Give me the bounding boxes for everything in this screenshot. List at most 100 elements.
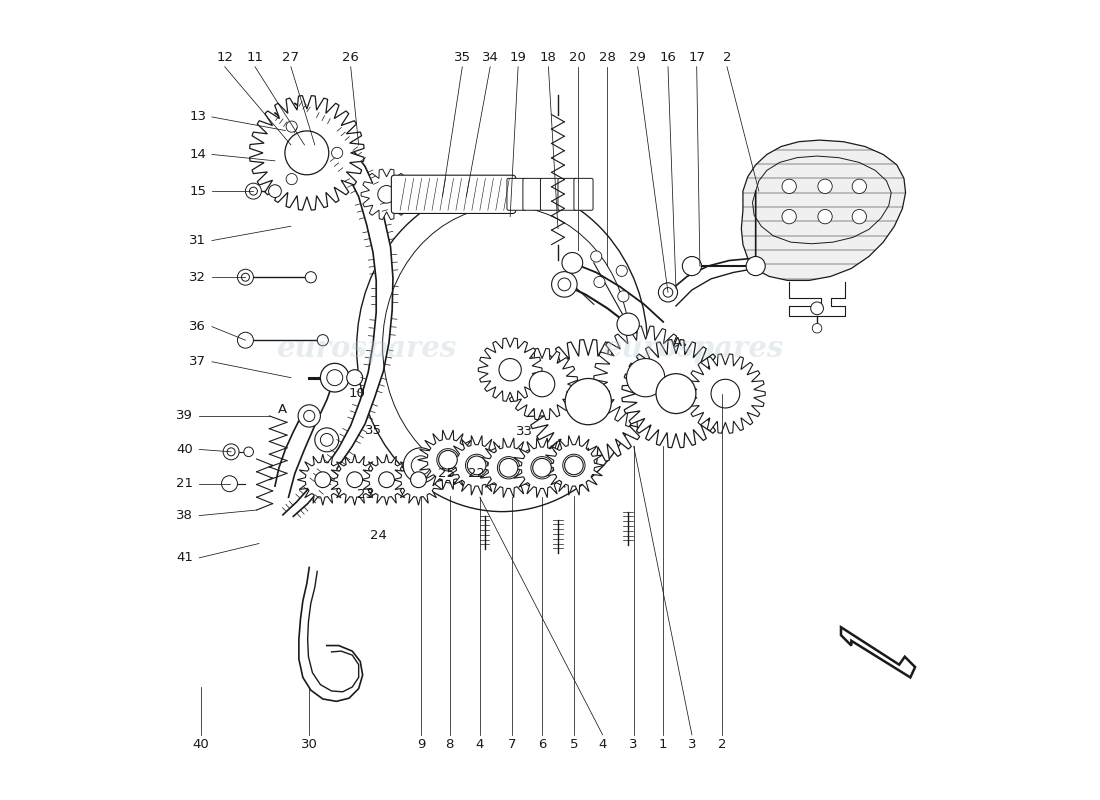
Circle shape [286,174,297,185]
Circle shape [238,332,253,348]
Circle shape [286,121,297,132]
Circle shape [346,370,363,386]
Polygon shape [685,354,766,434]
Text: 32: 32 [189,270,206,284]
Circle shape [244,447,253,457]
Circle shape [782,210,796,224]
Polygon shape [447,435,507,495]
Circle shape [563,454,585,477]
Ellipse shape [356,185,648,512]
Text: 23: 23 [356,487,374,501]
Text: 11: 11 [246,50,264,64]
Text: 4: 4 [598,738,607,751]
Circle shape [529,371,554,397]
Circle shape [320,434,333,446]
Circle shape [242,274,250,282]
Circle shape [437,449,459,471]
Circle shape [716,384,735,403]
Text: 29: 29 [629,50,646,64]
Circle shape [499,458,518,477]
Circle shape [320,363,349,392]
Text: 19: 19 [509,50,527,64]
Text: 2: 2 [723,50,732,64]
Text: 33: 33 [516,426,534,438]
Circle shape [432,448,468,483]
Circle shape [594,277,605,287]
Text: 30: 30 [300,738,318,751]
FancyBboxPatch shape [574,178,593,210]
Text: 18: 18 [540,50,557,64]
Text: 2: 2 [718,738,726,751]
Circle shape [315,428,339,452]
Circle shape [565,378,612,425]
Circle shape [618,290,629,302]
Circle shape [812,323,822,333]
Circle shape [746,257,766,276]
Circle shape [551,272,578,297]
Text: 21: 21 [176,478,194,490]
Text: 14: 14 [189,148,206,161]
Text: 20: 20 [570,50,586,64]
Text: 26: 26 [342,50,359,64]
Text: 6: 6 [538,738,547,751]
Circle shape [682,257,702,276]
Circle shape [411,456,430,475]
Circle shape [377,186,395,203]
Text: 17: 17 [689,50,705,64]
FancyBboxPatch shape [507,178,526,210]
Circle shape [711,379,739,408]
Circle shape [317,334,329,346]
Circle shape [285,131,329,174]
Text: 9: 9 [417,738,425,751]
Text: 40: 40 [176,443,194,456]
Polygon shape [418,430,478,490]
Text: 27: 27 [283,50,299,64]
Polygon shape [361,454,412,506]
Circle shape [221,476,238,492]
Circle shape [617,313,639,335]
Circle shape [227,448,235,456]
Text: 10: 10 [349,387,365,400]
Circle shape [404,448,439,483]
Circle shape [591,251,602,262]
Text: 1: 1 [659,738,668,751]
Polygon shape [506,348,578,420]
Polygon shape [594,326,697,430]
Text: 3: 3 [688,738,696,751]
Polygon shape [842,627,915,678]
Circle shape [439,450,458,469]
Circle shape [497,457,519,479]
Circle shape [531,457,553,479]
Circle shape [331,147,343,158]
Polygon shape [361,169,412,219]
Text: 39: 39 [176,410,194,422]
Text: 40: 40 [192,738,209,751]
Circle shape [562,253,583,274]
Text: A: A [277,403,287,416]
Circle shape [532,458,551,477]
Circle shape [410,472,427,488]
Polygon shape [621,339,730,448]
Text: 3: 3 [629,738,638,751]
Text: 5: 5 [570,738,579,751]
Circle shape [245,183,262,199]
FancyBboxPatch shape [558,178,578,210]
Circle shape [664,382,688,406]
Circle shape [304,410,315,422]
Polygon shape [478,438,539,498]
Circle shape [441,456,460,475]
FancyBboxPatch shape [540,178,560,210]
Text: 22: 22 [469,467,485,480]
Circle shape [306,272,317,283]
Text: 38: 38 [176,509,194,522]
Text: 31: 31 [189,234,206,247]
Circle shape [818,210,833,224]
Polygon shape [297,454,349,506]
Text: 36: 36 [189,320,206,333]
Circle shape [250,187,257,195]
Circle shape [465,454,487,477]
Text: 35: 35 [454,50,471,64]
Circle shape [627,358,664,397]
Text: 35: 35 [364,424,382,437]
Polygon shape [512,438,572,498]
